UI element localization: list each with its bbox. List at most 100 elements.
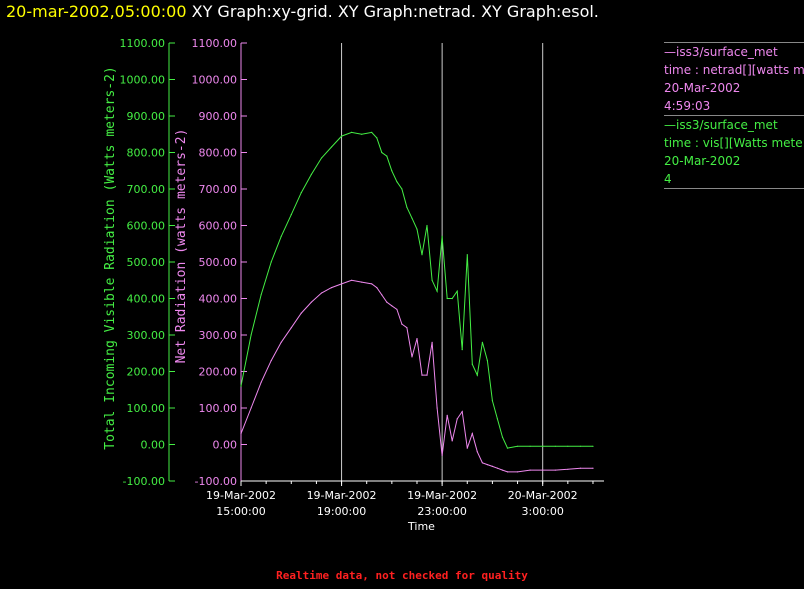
data-point-netrad xyxy=(240,433,242,435)
data-point-netrad xyxy=(491,465,493,467)
data-point-netrad xyxy=(320,292,323,294)
data-point-vis xyxy=(290,214,292,216)
data-point-vis xyxy=(436,290,438,292)
right-y-tick-label: 400.00 xyxy=(199,293,238,306)
left-y-axis-label: Total Incoming Visible Radiation (Watts … xyxy=(103,66,118,450)
data-point-vis xyxy=(496,418,498,420)
data-point-vis xyxy=(554,445,556,447)
data-point-vis xyxy=(481,341,483,343)
x-tick-label-time: 23:00:00 xyxy=(417,505,466,518)
data-point-netrad xyxy=(401,323,403,325)
data-point-vis xyxy=(396,181,398,183)
data-point-netrad xyxy=(542,469,544,471)
data-point-netrad xyxy=(426,374,428,376)
data-point-vis xyxy=(411,217,413,219)
data-point-netrad xyxy=(391,305,393,307)
data-point-vis xyxy=(300,192,302,194)
data-point-vis xyxy=(320,157,323,159)
data-point-vis xyxy=(501,436,504,438)
right-y-tick-label: -100.00 xyxy=(195,475,237,488)
data-point-netrad xyxy=(466,447,468,449)
left-y-tick-label: 200.00 xyxy=(127,366,166,379)
data-point-vis xyxy=(471,363,473,365)
data-point-vis xyxy=(451,297,453,300)
legend-line: —iss3/surface_met xyxy=(664,118,778,132)
data-point-vis xyxy=(446,297,448,300)
data-point-netrad xyxy=(386,301,388,303)
right-y-axis-label: Net Radiation (watts meters-2) xyxy=(174,129,189,364)
data-point-netrad xyxy=(506,471,509,473)
data-point-vis xyxy=(441,235,443,237)
data-point-vis xyxy=(491,400,493,402)
data-point-netrad xyxy=(341,283,343,285)
right-y-tick-label: 300.00 xyxy=(199,329,238,342)
data-point-vis xyxy=(567,445,569,447)
data-point-netrad xyxy=(406,327,408,329)
x-tick-label-date: 20-Mar-2002 xyxy=(508,489,578,502)
data-point-netrad xyxy=(361,281,363,283)
left-y-tick-label: 700.00 xyxy=(127,183,166,196)
left-y-tick-label: 500.00 xyxy=(127,256,166,269)
data-point-vis xyxy=(371,131,373,133)
legend-line: 4 xyxy=(664,172,672,186)
x-tick-label-time: 15:00:00 xyxy=(216,505,265,518)
right-y-tick-label: 0.00 xyxy=(213,439,238,452)
data-point-netrad xyxy=(280,341,282,343)
data-point-netrad xyxy=(486,464,488,466)
data-point-vis xyxy=(341,135,343,137)
right-y-tick-label: 700.00 xyxy=(199,183,238,196)
data-point-netrad xyxy=(441,454,443,456)
data-point-vis xyxy=(529,445,531,447)
x-tick-label-time: 19:00:00 xyxy=(317,505,366,518)
data-point-vis xyxy=(330,146,333,148)
data-point-netrad xyxy=(371,283,373,285)
data-point-netrad xyxy=(436,407,438,409)
data-point-netrad xyxy=(376,287,378,289)
legend-line: time : netrad[][watts me xyxy=(664,63,804,77)
left-y-tick-label: 800.00 xyxy=(127,147,166,160)
x-tick-label-date: 19-Mar-2002 xyxy=(307,489,377,502)
data-point-netrad xyxy=(381,294,383,296)
data-point-netrad xyxy=(421,374,423,376)
left-y-tick-label: 300.00 xyxy=(127,329,166,342)
data-point-netrad xyxy=(481,462,483,464)
data-point-netrad xyxy=(516,471,519,473)
series-line-vis xyxy=(240,131,593,449)
data-point-netrad xyxy=(270,360,272,362)
data-point-vis xyxy=(506,447,509,449)
header-timestamp: 20-mar-2002,05:00:00 xyxy=(6,2,187,21)
legend-entry: —iss3/surface_met time : vis[][Watts mete… xyxy=(664,115,804,188)
left-y-tick-label: 600.00 xyxy=(127,220,166,233)
x-axis-label: Time xyxy=(407,520,435,533)
data-point-netrad xyxy=(411,356,413,358)
data-point-netrad xyxy=(456,418,458,420)
legend: —iss3/surface_met time : netrad[][watts m… xyxy=(664,42,804,190)
data-point-netrad xyxy=(496,467,498,469)
data-point-netrad xyxy=(476,451,478,453)
data-point-netrad xyxy=(471,433,473,435)
header-graph-titles: XY Graph:xy-grid. XY Graph:netrad. XY Gr… xyxy=(191,2,599,21)
left-y-tick-label: 400.00 xyxy=(127,293,166,306)
data-point-vis xyxy=(542,445,544,447)
chart-header: 20-mar-2002,05:00:00 XY Graph:xy-grid. X… xyxy=(6,0,599,24)
data-point-vis xyxy=(476,374,478,376)
data-point-netrad xyxy=(554,469,556,471)
data-point-netrad xyxy=(579,467,582,469)
data-point-vis xyxy=(240,385,242,387)
right-y-tick-label: 1100.00 xyxy=(192,37,238,50)
right-y-tick-label: 600.00 xyxy=(199,220,238,233)
data-point-vis xyxy=(381,151,383,154)
right-y-tick-label: 1000.00 xyxy=(192,74,238,87)
legend-divider xyxy=(664,188,804,190)
data-point-netrad xyxy=(461,411,463,413)
x-tick-label-date: 19-Mar-2002 xyxy=(206,489,276,502)
data-point-netrad xyxy=(330,287,333,289)
x-tick-label-time: 3:00:00 xyxy=(521,505,563,518)
data-point-netrad xyxy=(260,381,262,383)
quality-notice: Realtime data, not checked for quality xyxy=(276,569,528,582)
data-point-vis xyxy=(592,445,594,447)
data-point-vis xyxy=(260,294,262,296)
data-point-vis xyxy=(421,254,423,256)
data-point-vis xyxy=(456,290,458,292)
data-point-vis xyxy=(376,137,378,139)
